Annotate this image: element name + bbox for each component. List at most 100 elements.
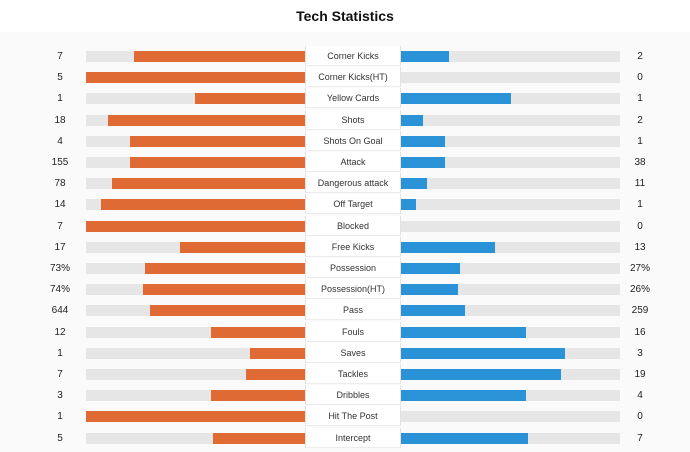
home-value: 74% <box>49 284 70 296</box>
stat-label: Possession <box>305 258 401 278</box>
away-bar <box>401 369 561 380</box>
home-value: 7 <box>57 51 63 62</box>
home-bar-track <box>86 326 305 338</box>
home-bar-track <box>86 284 305 296</box>
away-bar <box>401 347 565 359</box>
stat-row: 155 Attack 38 <box>0 152 690 173</box>
stat-row: 1 Saves 3 <box>0 342 690 364</box>
away-bar-track <box>401 157 620 168</box>
stat-label: Hit The Post <box>305 406 401 427</box>
home-bar <box>211 326 305 338</box>
stat-label: Off Target <box>305 194 401 215</box>
away-bar-track <box>401 305 620 317</box>
home-bar <box>211 390 305 402</box>
away-bar-track <box>401 326 620 338</box>
stat-row: 1 Hit The Post 0 <box>0 406 690 427</box>
away-value: 3 <box>637 347 643 359</box>
home-bar <box>130 135 305 147</box>
away-bar <box>401 390 526 402</box>
stat-row: 73% Possession 27% <box>0 258 690 279</box>
stat-row: 4 Shots On Goal 1 <box>0 130 690 152</box>
stat-row: 644 Pass 259 <box>0 300 690 321</box>
away-value: 38 <box>634 157 646 168</box>
home-bar-track <box>86 263 305 274</box>
home-value: 1 <box>57 93 63 105</box>
stat-row: 78 Dangerous attack 11 <box>0 173 690 194</box>
home-bar <box>195 93 305 105</box>
stat-row: 18 Shots 2 <box>0 109 690 131</box>
away-bar <box>401 157 445 168</box>
stat-label: Free Kicks <box>305 236 401 257</box>
home-value: 4 <box>57 135 63 147</box>
away-bar-track <box>401 93 620 105</box>
stat-row: 5 Intercept 7 <box>0 427 690 449</box>
stat-row: 14 Off Target 1 <box>0 194 690 215</box>
stat-label: Attack <box>305 152 401 172</box>
home-bar <box>134 51 305 62</box>
stat-row: 12 Fouls 16 <box>0 321 690 343</box>
home-value: 3 <box>57 390 63 402</box>
home-bar <box>130 157 305 168</box>
home-bar-track <box>86 178 305 190</box>
home-value: 7 <box>57 369 63 380</box>
away-value: 16 <box>634 326 646 338</box>
home-value: 12 <box>54 326 66 338</box>
home-bar-track <box>86 114 305 126</box>
away-bar <box>401 241 495 253</box>
stat-row: 5 Corner Kicks(HT) 0 <box>0 67 690 88</box>
stat-label: Pass <box>305 300 401 321</box>
home-bar-track <box>86 157 305 168</box>
away-value: 27% <box>629 263 650 274</box>
away-value: 13 <box>634 241 646 253</box>
away-bar <box>401 432 528 444</box>
home-bar-track <box>86 220 305 232</box>
away-bar <box>401 114 423 126</box>
away-bar-track <box>401 432 620 444</box>
away-bar <box>401 51 449 62</box>
home-bar <box>86 411 305 423</box>
away-bar-track <box>401 51 620 62</box>
home-value: 644 <box>51 305 69 317</box>
stat-row: 7 Blocked 0 <box>0 215 690 237</box>
stat-row: 3 Dribbles 4 <box>0 385 690 406</box>
home-bar <box>143 284 305 296</box>
away-bar-track <box>401 411 620 423</box>
home-value: 5 <box>57 432 63 444</box>
away-value: 7 <box>637 432 643 444</box>
home-bar-track <box>86 411 305 423</box>
stat-label: Corner Kicks <box>305 46 401 66</box>
away-bar-track <box>401 347 620 359</box>
home-bar-track <box>86 390 305 402</box>
home-bar-track <box>86 305 305 317</box>
home-value: 14 <box>54 199 66 211</box>
home-bar <box>145 263 305 274</box>
stat-row: 74% Possession(HT) 26% <box>0 279 690 300</box>
away-value: 26% <box>629 284 650 296</box>
away-bar-track <box>401 241 620 253</box>
away-bar <box>401 326 526 338</box>
stat-label: Corner Kicks(HT) <box>305 67 401 88</box>
stat-label: Intercept <box>305 427 401 448</box>
home-bar <box>86 72 305 84</box>
away-value: 0 <box>637 72 643 84</box>
away-value: 1 <box>637 199 643 211</box>
home-value: 73% <box>49 263 70 274</box>
home-bar-track <box>86 241 305 253</box>
home-bar-track <box>86 432 305 444</box>
home-value: 17 <box>54 241 66 253</box>
home-value: 78 <box>54 178 66 190</box>
home-bar <box>108 114 305 126</box>
away-value: 259 <box>631 305 649 317</box>
home-value: 155 <box>51 157 69 168</box>
stat-label: Blocked <box>305 215 401 236</box>
home-bar-track <box>86 93 305 105</box>
away-bar <box>401 93 511 105</box>
home-value: 5 <box>57 72 63 84</box>
away-bar-track <box>401 178 620 190</box>
stat-row: 17 Free Kicks 13 <box>0 236 690 258</box>
away-value: 1 <box>637 135 643 147</box>
home-bar <box>213 432 305 444</box>
away-bar-track <box>401 114 620 126</box>
away-bar-track <box>401 135 620 147</box>
away-bar-track <box>401 390 620 402</box>
